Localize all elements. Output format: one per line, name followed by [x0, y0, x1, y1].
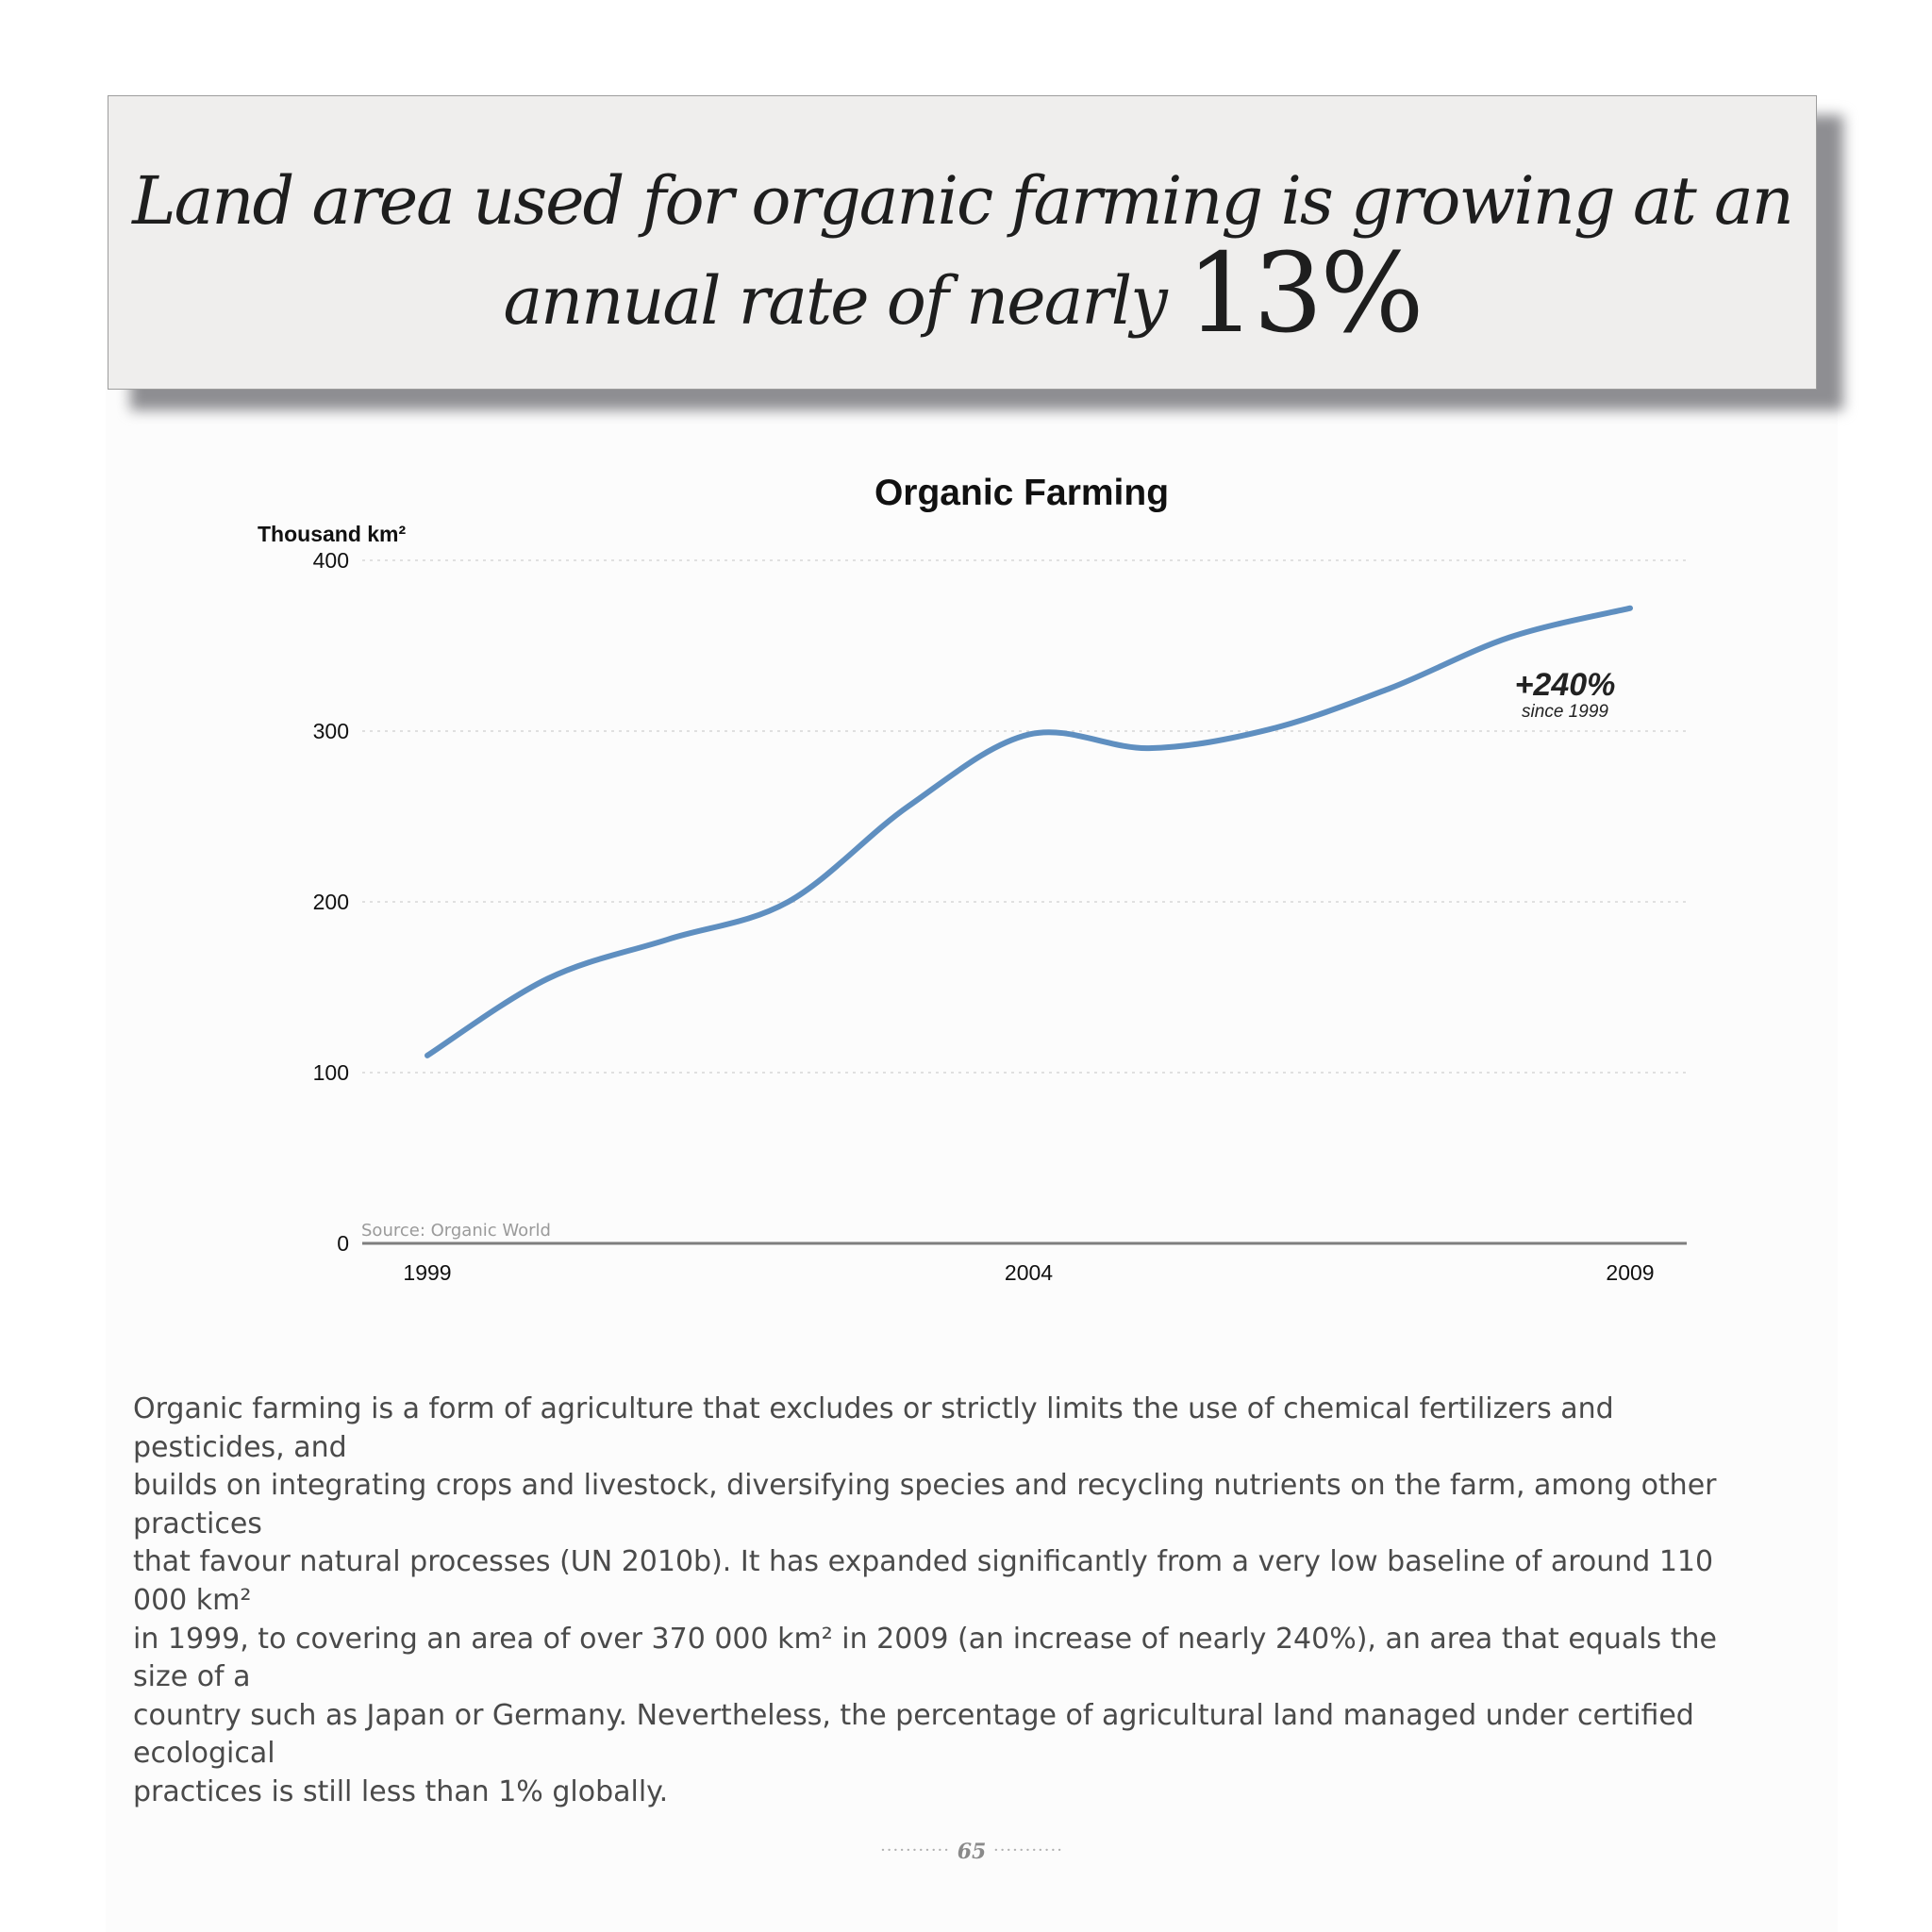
chart-title: Organic Farming: [874, 473, 1169, 513]
page-footer: ··········· 65 ···········: [849, 1840, 1094, 1864]
headline-line-2-text: annual rate of nearly: [503, 262, 1167, 340]
page-background: [106, 377, 1838, 1932]
series-points: [427, 608, 1630, 1056]
body-line-5: country such as Japan or Germany. Nevert…: [133, 1698, 1694, 1771]
chart-gridlines: [362, 559, 1687, 1074]
x-tick-label-2009: 2009: [1606, 1260, 1654, 1285]
body-line-6: practices is still less than 1% globally…: [133, 1774, 669, 1808]
x-tick-label-1999: 1999: [403, 1260, 451, 1285]
footer-dots-right: ···········: [992, 1840, 1063, 1860]
page-number: 65: [957, 1840, 987, 1864]
headline-line-1: Land area used for organic farming is gr…: [132, 162, 1794, 240]
body-line-3: that favour natural processes (UN 2010b)…: [133, 1545, 1714, 1617]
y-tick-label-0: 0: [337, 1231, 349, 1256]
series-line-organic-land-area: [425, 605, 1633, 1058]
body-line-1: Organic farming is a form of agriculture…: [133, 1392, 1614, 1464]
footer-dots-left: ···········: [880, 1840, 951, 1860]
y-tick-label-400: 400: [313, 548, 349, 573]
chart-source: Source: Organic World: [361, 1221, 551, 1241]
y-axis-label: Thousand km²: [258, 522, 407, 546]
y-tick-label-300: 300: [313, 719, 349, 743]
annotation-subtext: since 1999: [1522, 702, 1608, 722]
headline-line-2: annual rate of nearly 13%: [108, 240, 1816, 349]
y-tick-label-200: 200: [313, 890, 349, 914]
body-line-4: in 1999, to covering an area of over 370…: [133, 1622, 1717, 1694]
body-line-2: builds on integrating crops and livestoc…: [133, 1469, 1717, 1541]
headline-banner: Land area used for organic farming is gr…: [108, 95, 1817, 390]
x-axis-ticks: 1999 2004 2009: [403, 1260, 1654, 1285]
annotation-value: +240%: [1515, 667, 1616, 703]
body-paragraph: Organic farming is a form of agriculture…: [133, 1391, 1756, 1812]
headline-growth-figure: 13%: [1186, 230, 1424, 358]
x-tick-label-2004: 2004: [1005, 1260, 1053, 1285]
y-axis-ticks: 0 100 200 300 400: [313, 548, 349, 1256]
y-tick-label-100: 100: [313, 1060, 349, 1085]
